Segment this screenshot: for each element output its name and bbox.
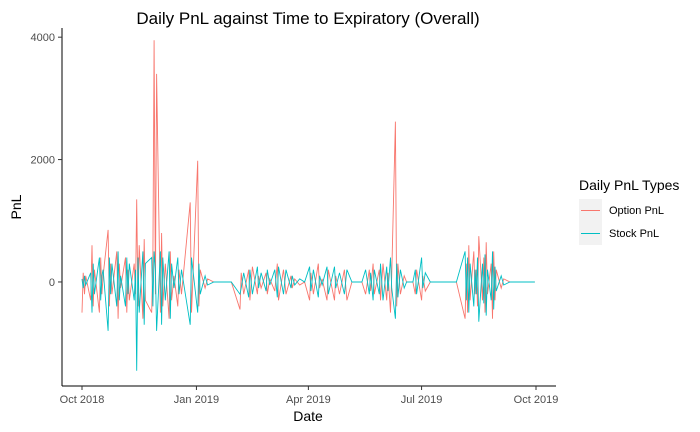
y-ticks: 0 2000 4000 [31, 32, 62, 289]
legend: Daily PnL Types Option PnL Stock PnL [579, 177, 679, 245]
x-tick-label: Jul 2019 [401, 394, 443, 406]
x-tick-label: Oct 2019 [514, 394, 559, 406]
legend-label: Option PnL [609, 205, 664, 217]
y-tick-label: 2000 [31, 155, 55, 167]
chart-title: Daily PnL against Time to Expiratory (Ov… [136, 9, 479, 28]
x-tick-label: Jan 2019 [174, 394, 219, 406]
legend-title: Daily PnL Types [579, 177, 679, 193]
series-layer [81, 40, 535, 371]
legend-label: Stock PnL [609, 228, 659, 240]
x-axis-title: Date [293, 408, 323, 424]
x-tick-label: Oct 2018 [60, 394, 105, 406]
legend-entries: Option PnL Stock PnL [579, 199, 664, 245]
series-line-stock-pnl [81, 251, 535, 371]
x-ticks: Oct 2018 Jan 2019 Apr 2019 Jul 2019 Oct 2019 [60, 386, 559, 406]
y-tick-label: 4000 [31, 32, 55, 44]
y-axis-title: PnL [8, 194, 24, 219]
x-tick-label: Apr 2019 [286, 394, 331, 406]
y-tick-label: 0 [49, 277, 55, 289]
